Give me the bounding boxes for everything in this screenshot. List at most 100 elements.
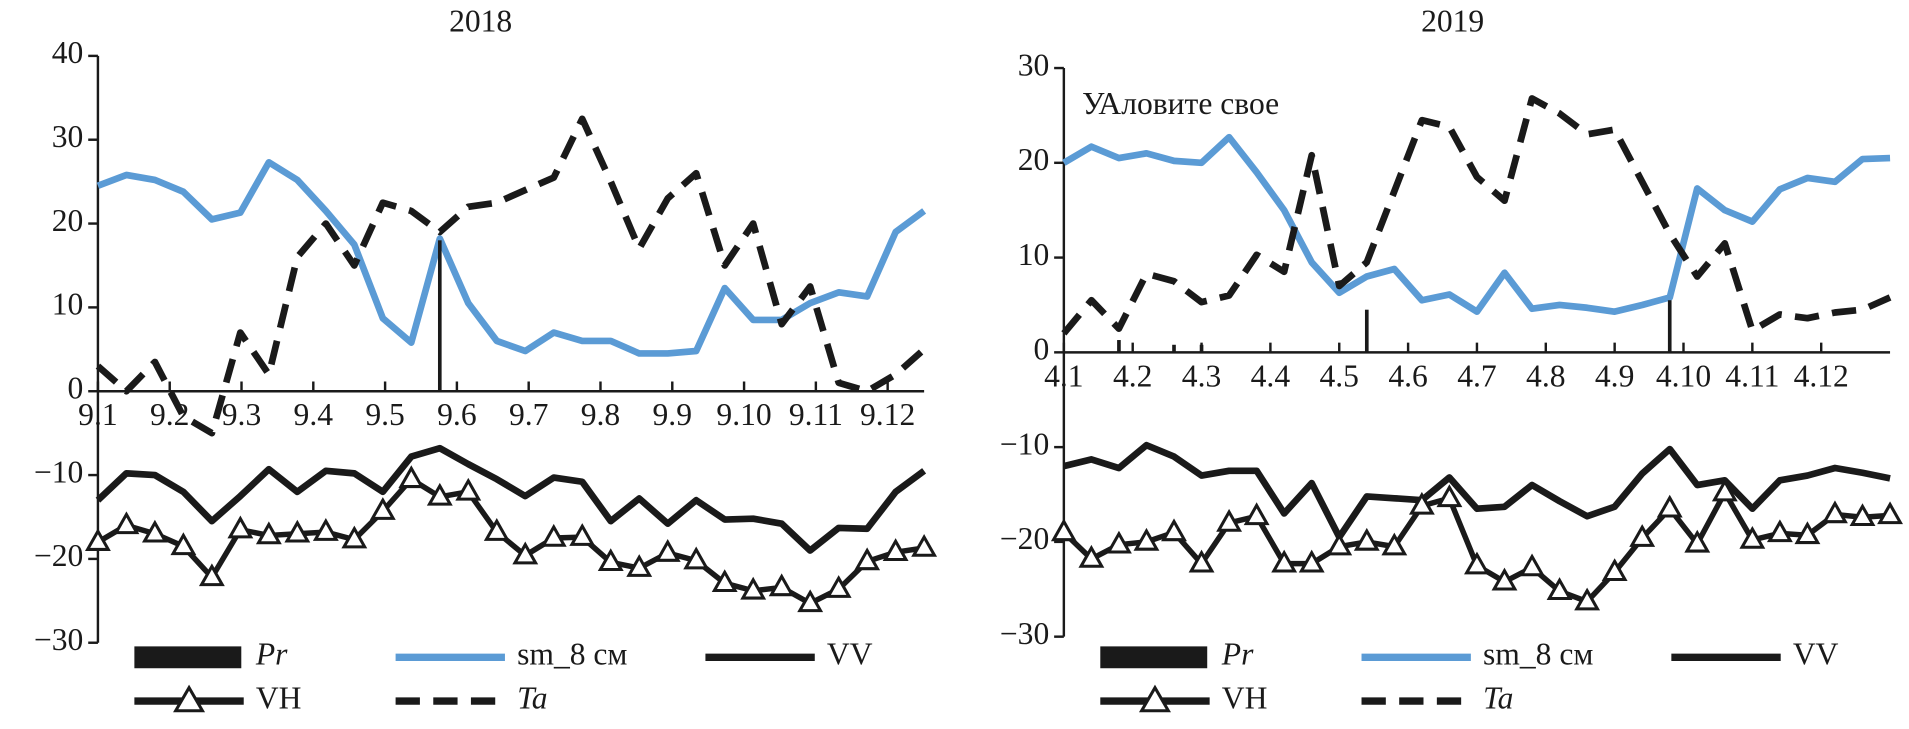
marker [398, 465, 425, 489]
marker [1243, 502, 1270, 526]
marker [1684, 529, 1711, 553]
series-line [1063, 441, 1891, 541]
marker [882, 538, 909, 562]
marker [255, 521, 282, 545]
bar [1667, 300, 1672, 353]
x-tick-label: 4.8 [1526, 358, 1565, 393]
marker [1078, 544, 1105, 568]
marker [455, 477, 482, 501]
marker [626, 554, 653, 577]
y-tick-label: 0 [68, 370, 84, 405]
marker [1271, 549, 1298, 573]
marker [312, 518, 339, 541]
legend-marker [1138, 684, 1171, 713]
marker [113, 511, 140, 535]
x-tick-label: 9.11 [789, 397, 843, 432]
legend-label: Pr [1221, 637, 1254, 672]
legend-marker [173, 684, 206, 713]
marker [854, 547, 881, 571]
legend-label: Pr [255, 637, 288, 672]
x-tick-label: 4.1 [1044, 358, 1083, 393]
y-tick-label: 10 [52, 287, 84, 322]
marker [198, 563, 225, 587]
bar [437, 240, 442, 392]
legend-label: Ta [1483, 680, 1513, 715]
marker [1381, 532, 1408, 556]
marker [1629, 524, 1656, 547]
marker [1105, 530, 1132, 554]
marker [654, 539, 681, 562]
marker [369, 497, 396, 520]
marker [341, 525, 368, 549]
x-tick-label: 9.10 [716, 397, 771, 432]
legend-label: sm_8 см [517, 637, 627, 672]
marker [170, 532, 197, 556]
marker [711, 569, 738, 593]
x-tick-label: 9.1 [78, 397, 117, 432]
marker [1656, 494, 1683, 518]
bar [1172, 344, 1176, 353]
marker [911, 533, 938, 557]
legend-label: sm_8 см [1483, 637, 1593, 672]
marker [1574, 587, 1601, 611]
marker [141, 519, 168, 543]
x-tick-label: 4.5 [1320, 358, 1359, 393]
marker [825, 575, 852, 598]
bar [1117, 340, 1121, 353]
chart-title: 2019 [1421, 4, 1484, 39]
marker [540, 523, 567, 547]
x-tick-label: 4.11 [1725, 358, 1779, 393]
marker [797, 589, 824, 613]
x-tick-label: 4.7 [1457, 358, 1496, 393]
marker [1408, 491, 1435, 515]
x-tick-label: 9.9 [653, 397, 692, 432]
marker [683, 546, 710, 570]
legend-label: VH [256, 680, 302, 715]
x-tick-label: 9.4 [294, 397, 334, 432]
x-tick-label: 4.2 [1113, 358, 1152, 393]
y-tick-label: 20 [1018, 142, 1050, 177]
marker [1050, 518, 1077, 542]
marker [1326, 532, 1353, 556]
series-line [95, 444, 927, 554]
y-tick-label: −30 [34, 622, 83, 657]
marker [512, 541, 539, 565]
marker [1491, 567, 1518, 591]
legend-label: VV [1793, 637, 1839, 672]
marker [597, 548, 624, 572]
marker [1519, 553, 1545, 577]
legend-swatch [134, 646, 242, 669]
marker [1794, 521, 1821, 545]
marker [84, 528, 111, 551]
marker [1216, 508, 1243, 532]
marker [768, 573, 795, 597]
legend-label: VV [827, 637, 873, 672]
marker [740, 576, 767, 600]
chart-title: 2018 [449, 4, 512, 39]
series-line [96, 158, 927, 357]
x-tick-label: 9.6 [437, 397, 476, 432]
bar [1364, 309, 1369, 353]
x-tick-label: 9.3 [222, 397, 261, 432]
x-tick-label: 4.3 [1182, 358, 1221, 393]
series-line [95, 115, 927, 437]
y-tick-label: −10 [1000, 426, 1049, 461]
y-tick-label: 0 [1033, 332, 1049, 367]
marker [1133, 527, 1160, 551]
marker [1161, 518, 1187, 542]
legend-label: VH [1222, 680, 1268, 715]
y-tick-label: −30 [1000, 616, 1049, 651]
legend-swatch [1100, 646, 1208, 669]
marker [483, 518, 510, 541]
annotation: УАловите свое [1082, 86, 1279, 121]
marker [1877, 501, 1903, 525]
marker [1711, 478, 1738, 502]
marker [1188, 549, 1215, 573]
x-tick-label: 9.8 [581, 397, 620, 432]
x-tick-label: 9.2 [150, 397, 189, 432]
y-tick-label: 20 [52, 203, 84, 238]
y-tick-label: 30 [52, 119, 84, 154]
marker [1822, 500, 1848, 524]
